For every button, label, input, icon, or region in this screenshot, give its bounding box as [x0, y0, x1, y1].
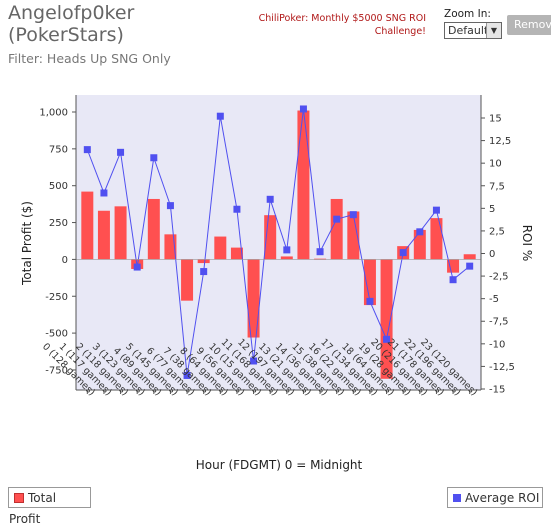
profit-bar-2 — [114, 206, 127, 260]
chevron-down-icon[interactable]: ▼ — [486, 23, 501, 38]
roi-point-12 — [283, 246, 291, 254]
left-tick-label: -250 — [45, 292, 68, 303]
right-tick-label: 2,5 — [489, 226, 505, 237]
left-tick-label: 1,000 — [39, 108, 68, 119]
roi-point-1 — [100, 189, 108, 197]
roi-point-14 — [316, 248, 324, 256]
profit-bar-20 — [413, 229, 426, 260]
profit-bar-12 — [280, 256, 293, 260]
roi-point-5 — [166, 202, 174, 210]
total-profit-swatch — [14, 492, 24, 503]
average-roi-swatch — [453, 493, 461, 502]
roi-point-19 — [399, 249, 407, 257]
x-axis-title: Hour (FDGMT) 0 = Midnight — [196, 458, 363, 472]
right-tick-label: -12,5 — [489, 362, 515, 373]
roi-point-21 — [432, 206, 440, 214]
zoom-select[interactable]: Default ▼ — [444, 22, 502, 39]
profit-bar-4 — [147, 198, 160, 260]
profit-bar-6 — [181, 259, 194, 301]
profit-bar-10 — [247, 259, 260, 338]
roi-point-2 — [117, 148, 125, 156]
left-tick-label: -500 — [45, 329, 68, 340]
profit-bar-9 — [230, 247, 243, 260]
roi-point-18 — [383, 335, 391, 343]
right-tick-label: 5 — [489, 204, 495, 215]
promo-link[interactable]: ChiliPoker: Monthly $5000 SNG ROI Challe… — [258, 13, 426, 37]
roi-point-8 — [216, 112, 224, 120]
right-tick-label: -5 — [489, 294, 499, 305]
roi-point-22 — [449, 276, 457, 284]
right-tick-label: 10 — [489, 159, 502, 170]
zoom-select-value: Default — [448, 24, 489, 37]
profit-bar-18 — [380, 259, 393, 379]
roi-point-23 — [466, 262, 474, 270]
left-tick-label: 250 — [49, 218, 68, 229]
left-tick-label: 0 — [62, 255, 68, 266]
legend-average-roi[interactable]: Average ROI — [447, 487, 543, 508]
roi-point-15 — [333, 215, 341, 223]
right-tick-label: -2,5 — [489, 272, 509, 283]
roi-point-10 — [250, 357, 258, 365]
profit-bar-13 — [297, 110, 310, 260]
right-tick-label: 7,5 — [489, 181, 505, 192]
profit-bar-15 — [330, 198, 343, 260]
profit-bar-21 — [430, 218, 443, 260]
zoom-label: Zoom In: — [444, 8, 491, 20]
roi-point-16 — [349, 211, 357, 219]
left-tick-label: -750 — [45, 365, 68, 376]
roi-point-13 — [299, 105, 307, 113]
roi-point-6 — [183, 371, 191, 379]
remove-button[interactable]: Remove — [507, 15, 551, 35]
profit-bar-22 — [447, 259, 460, 273]
plot-area — [76, 95, 481, 390]
roi-point-7 — [200, 268, 208, 276]
left-axis-title: Total Profit ($) — [20, 201, 34, 286]
right-tick-label: -15 — [489, 384, 505, 395]
filter-label: Filter: Heads Up SNG Only — [8, 51, 171, 66]
roi-point-4 — [150, 154, 158, 162]
profit-bar-23 — [463, 254, 476, 260]
roi-point-17 — [366, 297, 374, 305]
profit-roi-chart: 1,000 750 500 250 0 -250 -500 -750 15 12,5 10 7,5 5 2… — [20, 95, 534, 472]
right-tick-label: 12,5 — [489, 136, 511, 147]
roi-point-11 — [266, 195, 274, 203]
right-tick-label: 0 — [489, 249, 495, 260]
right-tick-label: -7,5 — [489, 317, 509, 328]
left-tick-label: 500 — [49, 181, 68, 192]
legend-total-profit[interactable]: Total Profit — [8, 487, 91, 526]
profit-bar-8 — [214, 236, 227, 260]
right-tick-label: -10 — [489, 339, 505, 350]
roi-point-0 — [83, 146, 91, 154]
right-axis-title: ROI % — [520, 225, 534, 262]
roi-point-3 — [133, 263, 141, 271]
left-tick-label: 750 — [49, 144, 68, 155]
profit-bar-7 — [197, 259, 210, 264]
profit-bar-0 — [81, 191, 94, 260]
right-tick-label: 15 — [489, 114, 502, 125]
profit-bar-16 — [347, 211, 360, 260]
profit-bar-1 — [97, 210, 110, 260]
player-name: Angelofp0ker (PokerStars) — [8, 2, 135, 46]
roi-point-9 — [233, 205, 241, 213]
roi-point-20 — [416, 228, 424, 236]
profit-bar-17 — [363, 259, 376, 306]
legend-average-roi-label: Average ROI — [465, 491, 540, 505]
